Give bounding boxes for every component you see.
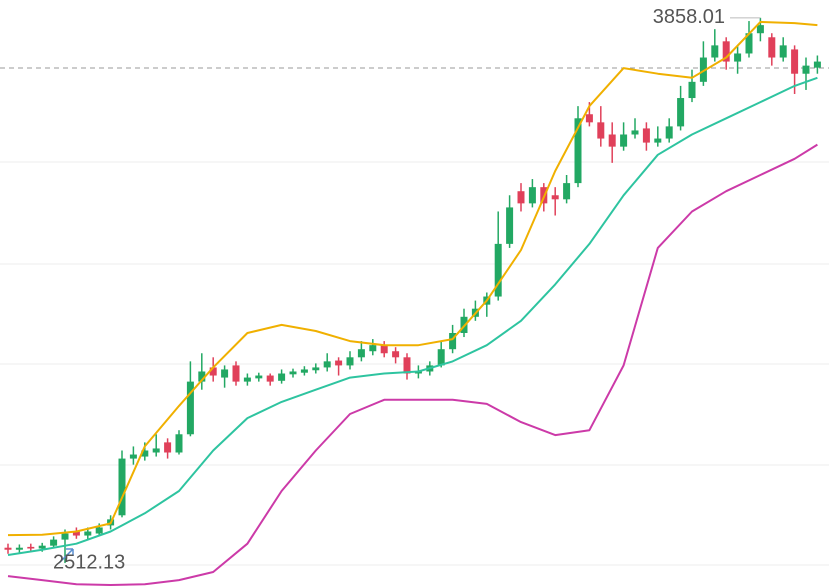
candle-body (608, 134, 616, 147)
candle-body (563, 183, 571, 200)
candle-body (654, 138, 662, 143)
candle-body (141, 450, 149, 457)
candle-body (677, 98, 685, 127)
candle-body (266, 375, 274, 382)
candle-body (768, 37, 776, 58)
candle-body (711, 45, 719, 58)
candle-body (791, 49, 799, 74)
candle-body (688, 81, 696, 99)
candle-body (335, 360, 343, 366)
candle-body (665, 126, 673, 139)
candle-body (323, 361, 331, 368)
candle-body (449, 332, 457, 350)
min-label: 2512.13 (53, 551, 125, 573)
candle-body (517, 191, 525, 204)
candle-body (620, 134, 628, 147)
candle-body (392, 351, 400, 358)
candle-body (585, 114, 593, 123)
min-pointer (58, 548, 74, 564)
candle-body (506, 207, 514, 244)
candle-body (198, 371, 206, 382)
candle-body (129, 454, 137, 459)
candle-body (551, 195, 559, 200)
candle-body (494, 243, 502, 297)
candle-body (756, 25, 764, 34)
candle-body (346, 357, 354, 366)
candle-body (84, 531, 92, 536)
candle-body (699, 57, 707, 82)
candle-body (243, 377, 251, 382)
candle-body (38, 545, 46, 549)
candle-body (61, 533, 69, 540)
candle-body (403, 357, 411, 374)
candle-body (802, 65, 810, 74)
candle-body (278, 373, 286, 381)
candle-body (175, 434, 183, 453)
candle-body (15, 547, 23, 550)
candle-body (186, 381, 194, 435)
candle-body (597, 122, 605, 139)
candle-body (312, 367, 320, 371)
candle-body (380, 345, 388, 354)
band-line (7, 20, 818, 537)
band-line (7, 143, 818, 586)
candle-body (164, 442, 172, 453)
candle-body (27, 546, 35, 549)
candle-body (631, 130, 639, 135)
candle-body (300, 369, 308, 373)
band-line (7, 76, 818, 556)
candle-body (722, 41, 730, 62)
candle-body (118, 458, 126, 516)
max-label: 3858.01 (653, 6, 725, 28)
candle-body (72, 531, 80, 536)
candle-body (50, 539, 58, 546)
candle-body (95, 527, 103, 534)
candle-body (255, 375, 263, 379)
candle-body (232, 365, 240, 382)
candle-body (574, 118, 582, 184)
candle-body (813, 61, 821, 68)
candle-body (528, 187, 536, 204)
candle-body (437, 349, 445, 366)
candle-body (745, 33, 753, 54)
candle-body (209, 367, 217, 376)
candle-body (779, 45, 787, 58)
candle-body (152, 448, 160, 453)
candle-body (642, 128, 650, 143)
candle-body (357, 349, 365, 358)
candle-body (369, 345, 377, 352)
candle-body (734, 53, 742, 62)
candle-body (4, 547, 12, 550)
candle-body (221, 369, 229, 378)
candle-body (289, 371, 297, 375)
